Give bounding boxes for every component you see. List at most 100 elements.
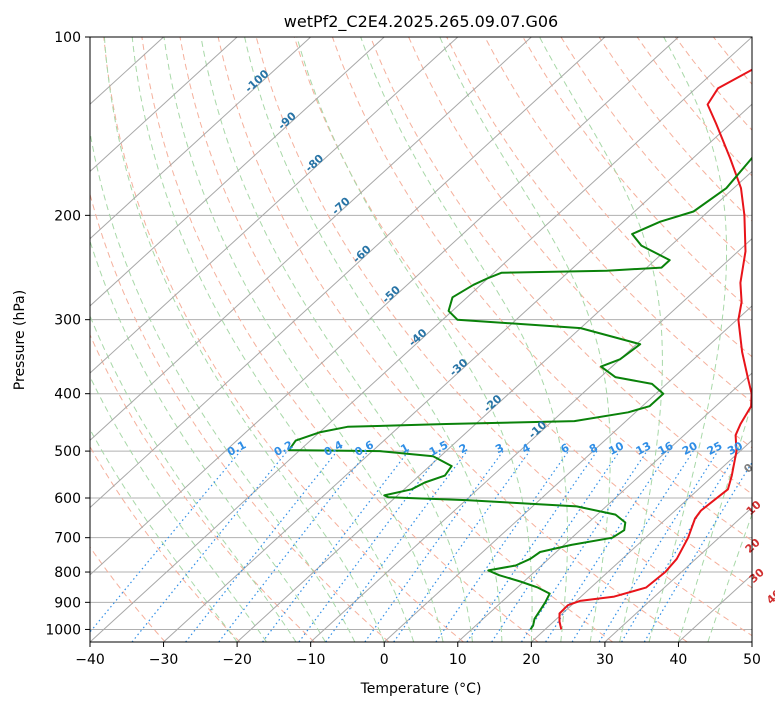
mixing-ratio-label: 4 (520, 441, 533, 456)
isotherm-line (90, 37, 532, 442)
isotherm-line (90, 37, 606, 509)
theta-label: 30 (747, 566, 767, 586)
x-tick-label: −30 (149, 652, 179, 668)
mixing-ratio-line (491, 450, 621, 642)
isotherm-label: -40 (406, 326, 430, 349)
mixing-ratio-label: 10 (606, 439, 626, 458)
x-tick-label: −20 (222, 652, 252, 668)
moist-adiabat-line (90, 428, 238, 642)
mixing-ratio-line (325, 450, 468, 642)
isotherm-line (383, 305, 752, 642)
temperature-profile (558, 68, 752, 630)
axis-ticks: −40 −30 −20 −10 0 10 20 30 40 5010020030040050060… (45, 30, 761, 668)
dry-adiabat-line (90, 546, 166, 642)
isotherm-label: -100 (242, 67, 271, 95)
isotherm-line (310, 237, 752, 642)
mixing-ratio-line (262, 450, 409, 642)
dry-adiabat-line (179, 37, 613, 642)
isotherm-line (236, 170, 752, 642)
dry-adiabat-line (522, 37, 752, 313)
y-tick-label: 800 (54, 565, 81, 581)
dry-adiabat-line (408, 37, 752, 449)
dry-adiabat-line (217, 37, 688, 642)
profile-lines (288, 68, 752, 630)
isotherm-label: -80 (303, 152, 327, 175)
y-axis-label: Pressure (hPa) (12, 290, 28, 390)
mixing-ratio-line (466, 450, 598, 642)
dry-adiabat-line (370, 37, 752, 495)
plot-frame (89, 36, 753, 643)
moist-adiabat-line (90, 129, 356, 642)
isotherm-label: -90 (275, 109, 299, 132)
x-tick-label: 30 (596, 652, 614, 668)
y-tick-label: 900 (54, 595, 81, 611)
dry-adiabat-line (713, 37, 752, 85)
mixing-ratio-label: 6 (559, 441, 572, 456)
isotherm-line (90, 37, 312, 240)
moist-adiabat-line (677, 401, 752, 642)
x-tick-label: 40 (670, 652, 688, 668)
mixing-ratio-line (643, 461, 752, 642)
isotherm-line (90, 37, 385, 307)
isotherm-label: -50 (380, 283, 404, 306)
y-tick-label: 400 (54, 387, 81, 403)
y-tick-label: 1000 (45, 622, 81, 638)
mixing-ratio-label: 0.6 (353, 438, 377, 459)
moist-adiabat-line (163, 37, 444, 642)
mixing-ratio-label: 16 (656, 439, 676, 458)
mixing-ratio-label: 0.2 (272, 438, 295, 459)
isotherm-label: -30 (447, 356, 471, 379)
mixing-ratio-label: 8 (587, 441, 600, 456)
x-tick-label: −40 (75, 652, 105, 668)
mixing-ratio-label: 3 (493, 441, 506, 456)
moist-adiabat-line (539, 37, 663, 642)
mixing-ratio-line (131, 450, 288, 642)
mixing-ratio-label: 25 (705, 439, 725, 458)
moist-adiabat-line (90, 314, 297, 642)
y-tick-label: 500 (54, 444, 81, 460)
mixing-ratio-label: 30 (725, 439, 745, 458)
mixing-ratio-line (435, 450, 569, 642)
y-tick-label: 700 (54, 531, 81, 547)
dry-adiabat-line (446, 37, 752, 403)
y-tick-label: 300 (54, 313, 81, 329)
dry-adiabat-line (255, 37, 752, 637)
moist-adiabat-line (360, 37, 568, 642)
isotherm-label: -60 (350, 242, 374, 265)
mixing-ratio-line (90, 450, 241, 633)
dry-adiabat-line (90, 445, 241, 642)
theta-label: 10 (744, 498, 764, 518)
mixing-ratio-label: 2 (457, 441, 470, 456)
chart-title: wetPf2_C2E4.2025.265.09.07.G06 (284, 12, 558, 32)
moist-adiabat-line (90, 375, 267, 642)
dry-adiabat-line (90, 192, 390, 642)
x-tick-label: 0 (380, 652, 389, 668)
moist-adiabat-line (707, 513, 752, 642)
moist-adiabat-line (296, 37, 533, 642)
x-tick-label: −10 (296, 652, 326, 668)
moist-adiabat-line (439, 37, 611, 642)
mixing-ratio-line (393, 450, 531, 642)
moist-adiabat-line (648, 37, 728, 642)
x-axis-label: Temperature (°C) (360, 681, 482, 697)
dry-adiabat-line (293, 37, 752, 589)
isotherm-line (90, 37, 679, 576)
mixing-ratio-label: 20 (680, 439, 700, 458)
y-tick-label: 100 (54, 30, 81, 46)
isotherm-line (530, 439, 752, 642)
isotherm-line (163, 103, 752, 642)
isotherm-line (90, 37, 459, 374)
moist-adiabat-line (103, 37, 385, 642)
background-lines (90, 37, 752, 642)
dewpoint-profile (288, 156, 752, 630)
dry-adiabat-line (674, 37, 752, 131)
mixing-ratio-line (598, 450, 719, 642)
moist-adiabat-line (244, 37, 503, 642)
x-tick-label: 10 (449, 652, 467, 668)
mixing-ratio-label: 1.5 (427, 438, 450, 459)
moist-adiabat-line (200, 37, 473, 642)
isotherm-line (457, 372, 752, 642)
mixing-ratio-line (571, 450, 694, 642)
mixing-ratio-label: 0.1 (225, 438, 248, 459)
y-tick-label: 600 (54, 491, 81, 507)
